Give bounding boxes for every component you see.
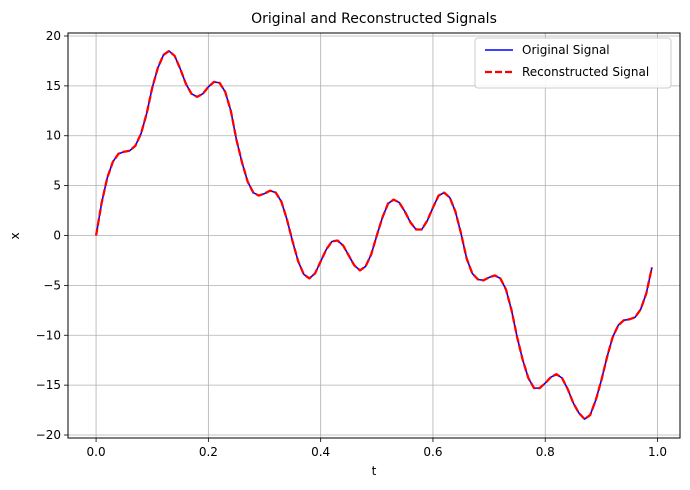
- y-tick-label: 20: [46, 29, 61, 43]
- legend: Original Signal Reconstructed Signal: [474, 37, 672, 89]
- x-tick-label: 0.2: [199, 445, 218, 459]
- legend-box: [474, 37, 672, 89]
- y-tick-label: 5: [53, 179, 61, 193]
- y-axis-label: x: [8, 232, 22, 239]
- y-tick-label: 10: [46, 129, 61, 143]
- y-tick-label: −15: [36, 378, 61, 392]
- x-tick-label: 0.4: [311, 445, 330, 459]
- chart-title: Original and Reconstructed Signals: [251, 11, 497, 27]
- legend-label: Reconstructed Signal: [522, 65, 649, 79]
- x-tick-label: 0.0: [87, 445, 106, 459]
- x-axis-label: t: [372, 464, 377, 478]
- y-tick-label: −5: [43, 278, 61, 292]
- y-tick-label: 15: [46, 79, 61, 93]
- x-tick-label: 0.8: [536, 445, 555, 459]
- grid: [68, 33, 680, 438]
- y-tick-label: 0: [53, 229, 61, 243]
- y-tick-label: −20: [36, 428, 61, 442]
- y-tick-label: −10: [36, 328, 61, 342]
- series-layer: [94, 49, 654, 421]
- legend-label: Original Signal: [522, 43, 610, 57]
- x-tick-label: 1.0: [648, 445, 667, 459]
- x-tick-label: 0.6: [423, 445, 442, 459]
- series-line-reconstructed: [94, 49, 654, 421]
- axis-ticks: 0.0 0.2 0.4 0.6 0.8 1.0 20 15 10 5 0 −5 −10 −15 −20: [36, 29, 667, 459]
